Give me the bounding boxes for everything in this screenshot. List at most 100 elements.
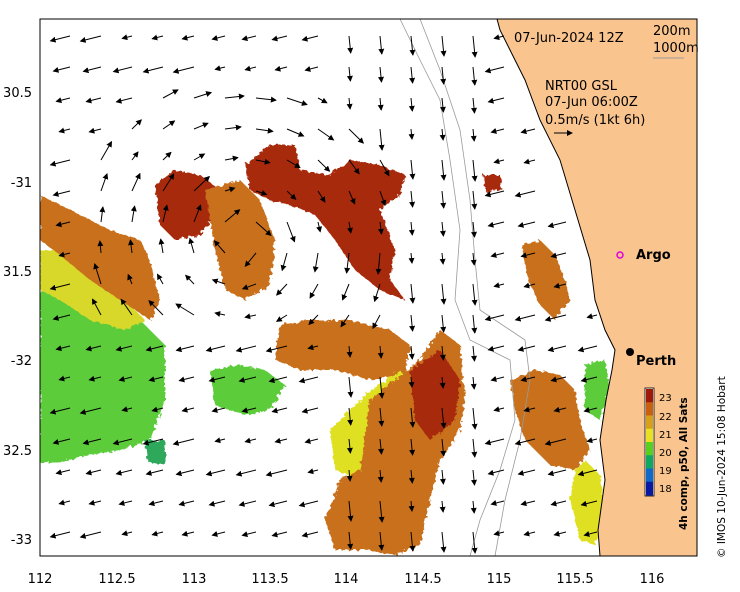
current-vector bbox=[409, 66, 416, 84]
sst-patch-west-orange bbox=[40, 195, 160, 320]
current-vector bbox=[347, 376, 354, 398]
sst-patch-coast-north bbox=[522, 240, 570, 320]
current-vector bbox=[178, 500, 195, 507]
current-vector bbox=[214, 311, 226, 317]
current-vector bbox=[82, 66, 102, 74]
contour-label-200m: 200m bbox=[653, 24, 690, 39]
current-vector bbox=[100, 173, 109, 192]
current-vector bbox=[127, 273, 133, 285]
x-axis: 112 112.5 113 113.5 114 114.5 115 115.5 … bbox=[28, 572, 665, 587]
current-vector bbox=[408, 500, 415, 512]
x-tick: 113.5 bbox=[251, 572, 288, 587]
current-vector bbox=[265, 345, 288, 353]
current-vector bbox=[373, 283, 381, 303]
current-vector bbox=[377, 469, 384, 483]
current-vector bbox=[439, 469, 446, 485]
current-vector bbox=[523, 282, 536, 289]
current-vector bbox=[145, 345, 164, 352]
current-vector bbox=[308, 314, 319, 326]
current-vector bbox=[255, 221, 272, 236]
x-tick: 115 bbox=[487, 572, 512, 587]
current-vector bbox=[440, 438, 447, 457]
colorbar-label: 22 bbox=[659, 412, 672, 423]
current-vector bbox=[577, 469, 598, 477]
current-vector bbox=[586, 313, 598, 320]
current-vector bbox=[193, 122, 209, 130]
current-vector bbox=[85, 97, 102, 104]
current-vector bbox=[175, 303, 195, 316]
sst-layer bbox=[40, 145, 610, 555]
current-vector bbox=[471, 221, 477, 238]
current-vector bbox=[185, 274, 195, 285]
current-vector bbox=[484, 314, 505, 322]
current-vector bbox=[181, 34, 195, 41]
current-vector bbox=[490, 500, 505, 506]
current-vector bbox=[344, 252, 351, 274]
colorbar-swatch bbox=[646, 442, 653, 456]
current-vector bbox=[49, 407, 71, 415]
current-vector bbox=[439, 500, 446, 513]
current-vector bbox=[112, 66, 133, 74]
current-vector bbox=[408, 97, 415, 112]
current-vector bbox=[379, 190, 387, 207]
current-vector bbox=[378, 35, 385, 55]
current-vector bbox=[520, 500, 536, 507]
current-vector bbox=[224, 124, 242, 131]
current-vector bbox=[439, 252, 446, 265]
current-vector bbox=[347, 500, 354, 522]
current-vector bbox=[271, 35, 288, 42]
sst-patch-coast-green bbox=[585, 360, 610, 420]
depth-contours bbox=[399, 19, 531, 556]
current-vector bbox=[79, 407, 102, 415]
current-vector bbox=[286, 221, 296, 243]
current-vector bbox=[580, 500, 598, 507]
colorbar-swatch bbox=[646, 415, 653, 430]
current-vector bbox=[379, 159, 390, 177]
current-vector bbox=[440, 159, 447, 181]
current-vector bbox=[131, 119, 143, 130]
current-vector bbox=[471, 283, 478, 306]
current-vector bbox=[49, 159, 71, 167]
current-vector bbox=[347, 407, 354, 426]
colorbar-swatch bbox=[646, 389, 653, 403]
colorbar-swatch bbox=[646, 428, 653, 443]
current-vector bbox=[244, 437, 257, 444]
current-vector bbox=[470, 500, 477, 514]
current-vector bbox=[378, 66, 384, 83]
current-vector bbox=[55, 97, 71, 104]
current-vector bbox=[214, 65, 226, 72]
current-vector bbox=[88, 127, 102, 134]
current-vector bbox=[487, 221, 505, 228]
current-vector bbox=[493, 406, 505, 413]
sst-patch-rottnest bbox=[483, 175, 502, 192]
current-vector bbox=[211, 531, 226, 537]
current-vector bbox=[517, 345, 536, 352]
current-vector bbox=[85, 469, 102, 476]
current-vector bbox=[52, 190, 71, 197]
current-vector bbox=[547, 345, 567, 353]
current-vector bbox=[471, 469, 477, 486]
sst-patch-central bbox=[275, 320, 410, 380]
current-vector bbox=[377, 221, 384, 235]
current-vector bbox=[490, 128, 505, 134]
current-vector bbox=[547, 221, 567, 229]
current-vector bbox=[440, 66, 447, 85]
current-vector bbox=[301, 35, 319, 42]
current-vector bbox=[115, 345, 133, 352]
current-vector bbox=[280, 252, 288, 272]
current-vector bbox=[211, 407, 226, 413]
current-vector bbox=[131, 172, 141, 192]
current-vector bbox=[409, 438, 416, 456]
current-vector bbox=[553, 406, 567, 413]
current-vector bbox=[193, 153, 206, 161]
current-vector bbox=[586, 437, 598, 444]
current-vector bbox=[151, 530, 164, 537]
colorbar-label: 18 bbox=[659, 484, 672, 495]
current-vector bbox=[58, 251, 71, 258]
current-vector bbox=[235, 345, 257, 353]
current-vector bbox=[580, 376, 598, 383]
current-vector bbox=[523, 530, 536, 537]
y-tick: -33 bbox=[11, 533, 32, 548]
currents-time: 07-Jun 06:00Z bbox=[545, 95, 638, 110]
current-vector bbox=[493, 530, 505, 537]
